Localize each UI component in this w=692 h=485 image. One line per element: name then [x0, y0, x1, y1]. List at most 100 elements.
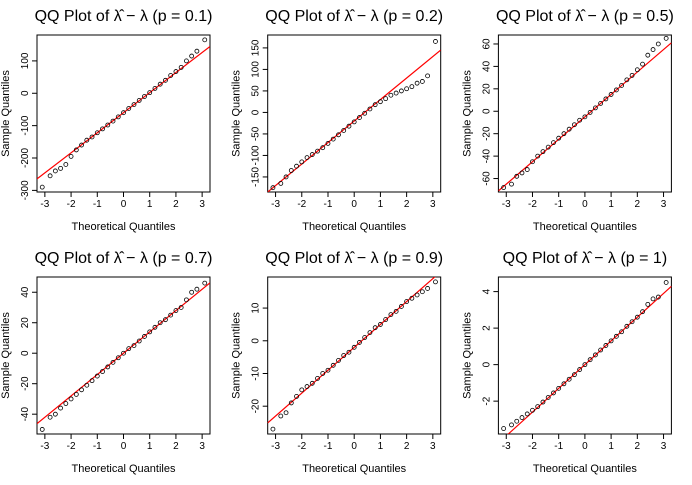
x-axis-label: Theoretical Quantiles [533, 463, 637, 475]
y-tick-label: 40 [20, 286, 31, 298]
plot-box [267, 34, 442, 193]
point [619, 83, 624, 88]
point [84, 137, 90, 143]
point [650, 296, 656, 302]
point [63, 401, 69, 406]
point [378, 99, 383, 105]
point [519, 170, 525, 176]
point [592, 352, 598, 358]
panel: QQ Plot of λ̂ − λ (p = 1) Theoretical Qua… [461, 250, 672, 475]
point [587, 109, 593, 115]
point [194, 286, 200, 292]
point [346, 123, 352, 129]
x-axis-label: Theoretical Quantiles [72, 463, 176, 475]
y-axis-label: Sample Quantiles [231, 312, 243, 399]
point [89, 378, 95, 384]
x-tick-label: 0 [351, 441, 357, 452]
x-tick-label: -3 [502, 441, 511, 452]
y-tick-label: 2 [481, 325, 492, 331]
point [68, 396, 74, 402]
point [152, 324, 158, 330]
point [131, 102, 137, 107]
point [603, 96, 609, 102]
point [393, 308, 399, 314]
point [592, 105, 598, 111]
point [645, 52, 651, 58]
point [535, 404, 541, 410]
point [189, 53, 195, 59]
point [278, 180, 284, 186]
x-tick-label: 2 [173, 441, 179, 452]
point [509, 181, 514, 187]
x-tick-label: 0 [582, 199, 588, 210]
point [514, 418, 520, 424]
x-tick-label: -3 [271, 441, 280, 452]
point [184, 58, 189, 64]
point [110, 359, 116, 365]
panel: QQ Plot of λ̂ − λ (p = 0.9) Theoretical Q… [231, 250, 443, 475]
point [357, 340, 362, 345]
point [501, 185, 507, 190]
x-tick-label: 3 [199, 441, 205, 452]
point [425, 73, 430, 79]
y-tick-label: 0 [481, 108, 492, 114]
point [367, 330, 373, 336]
point [89, 134, 95, 140]
reference-line [498, 42, 672, 192]
point [608, 338, 614, 344]
panel-title: QQ Plot of λ̂ − λ (p = 1) [503, 250, 668, 267]
point [624, 77, 630, 83]
x-tick-label: 3 [199, 199, 205, 210]
panel-title: QQ Plot of λ̂ − λ (p = 0.2) [265, 8, 443, 25]
point [105, 364, 111, 370]
reference-line [267, 277, 436, 424]
y-tick-label: -20 [20, 376, 31, 391]
x-tick-label: -1 [93, 199, 102, 210]
point [551, 140, 556, 146]
x-tick-label: -2 [528, 441, 537, 452]
plot-box [497, 276, 672, 435]
point [566, 376, 572, 382]
y-tick-label: -20 [481, 126, 492, 141]
point [603, 343, 609, 348]
point [398, 88, 404, 94]
point [530, 159, 535, 165]
y-axis-label: Sample Quantiles [0, 70, 12, 157]
point [351, 119, 357, 125]
point [524, 411, 530, 417]
point [561, 131, 567, 137]
point [613, 333, 619, 339]
point [419, 79, 425, 84]
point [640, 309, 645, 315]
x-tick-label: -2 [297, 199, 306, 210]
x-tick-label: -2 [528, 199, 537, 210]
point [178, 64, 184, 70]
point [320, 371, 326, 376]
panel-title: QQ Plot of λ̂ − λ (p = 0.7) [35, 250, 213, 267]
reference-line [37, 45, 210, 180]
point [383, 96, 389, 102]
point [163, 77, 168, 83]
x-tick-label: 1 [147, 199, 153, 210]
point [530, 407, 535, 413]
point [341, 128, 347, 133]
point [136, 97, 142, 103]
x-tick-label: 2 [635, 199, 641, 210]
point [388, 312, 394, 318]
point [663, 35, 669, 41]
point [582, 362, 588, 368]
point [131, 343, 137, 348]
point [309, 152, 315, 157]
y-tick-label: -150 [251, 166, 262, 186]
y-tick-label: 20 [20, 317, 31, 329]
point [341, 353, 347, 358]
y-tick-label: -20 [251, 399, 262, 414]
point [545, 144, 551, 150]
y-axis-label: Sample Quantiles [0, 312, 12, 399]
x-tick-label: -3 [271, 199, 280, 210]
y-tick-label: -40 [481, 148, 492, 163]
point [501, 426, 507, 431]
point [121, 350, 126, 356]
point [383, 317, 389, 322]
y-tick-label: 0 [20, 90, 31, 96]
